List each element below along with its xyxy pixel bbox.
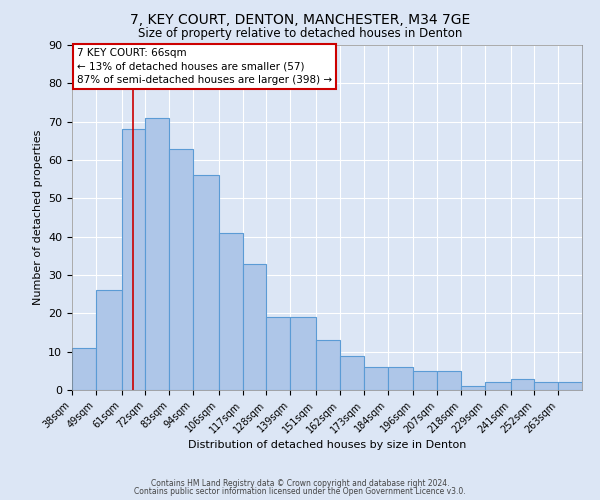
Bar [193, 176, 219, 390]
Bar [316, 340, 340, 390]
Bar [413, 371, 437, 390]
Y-axis label: Number of detached properties: Number of detached properties [32, 130, 43, 305]
Bar [511, 378, 535, 390]
X-axis label: Distribution of detached houses by size in Denton: Distribution of detached houses by size … [188, 440, 466, 450]
Bar [219, 233, 243, 390]
Text: Contains public sector information licensed under the Open Government Licence v3: Contains public sector information licen… [134, 487, 466, 496]
Bar [266, 317, 290, 390]
Bar [243, 264, 266, 390]
Bar [122, 130, 145, 390]
Text: Size of property relative to detached houses in Denton: Size of property relative to detached ho… [138, 28, 462, 40]
Bar [364, 367, 388, 390]
Bar [290, 317, 316, 390]
Bar [145, 118, 169, 390]
Text: 7 KEY COURT: 66sqm
← 13% of detached houses are smaller (57)
87% of semi-detache: 7 KEY COURT: 66sqm ← 13% of detached hou… [77, 48, 332, 85]
Text: 7, KEY COURT, DENTON, MANCHESTER, M34 7GE: 7, KEY COURT, DENTON, MANCHESTER, M34 7G… [130, 12, 470, 26]
Bar [72, 348, 96, 390]
Bar [558, 382, 582, 390]
Bar [437, 371, 461, 390]
Bar [485, 382, 511, 390]
Bar [461, 386, 485, 390]
Bar [388, 367, 413, 390]
Bar [340, 356, 364, 390]
Text: Contains HM Land Registry data © Crown copyright and database right 2024.: Contains HM Land Registry data © Crown c… [151, 478, 449, 488]
Bar [96, 290, 122, 390]
Bar [169, 148, 193, 390]
Bar [535, 382, 558, 390]
